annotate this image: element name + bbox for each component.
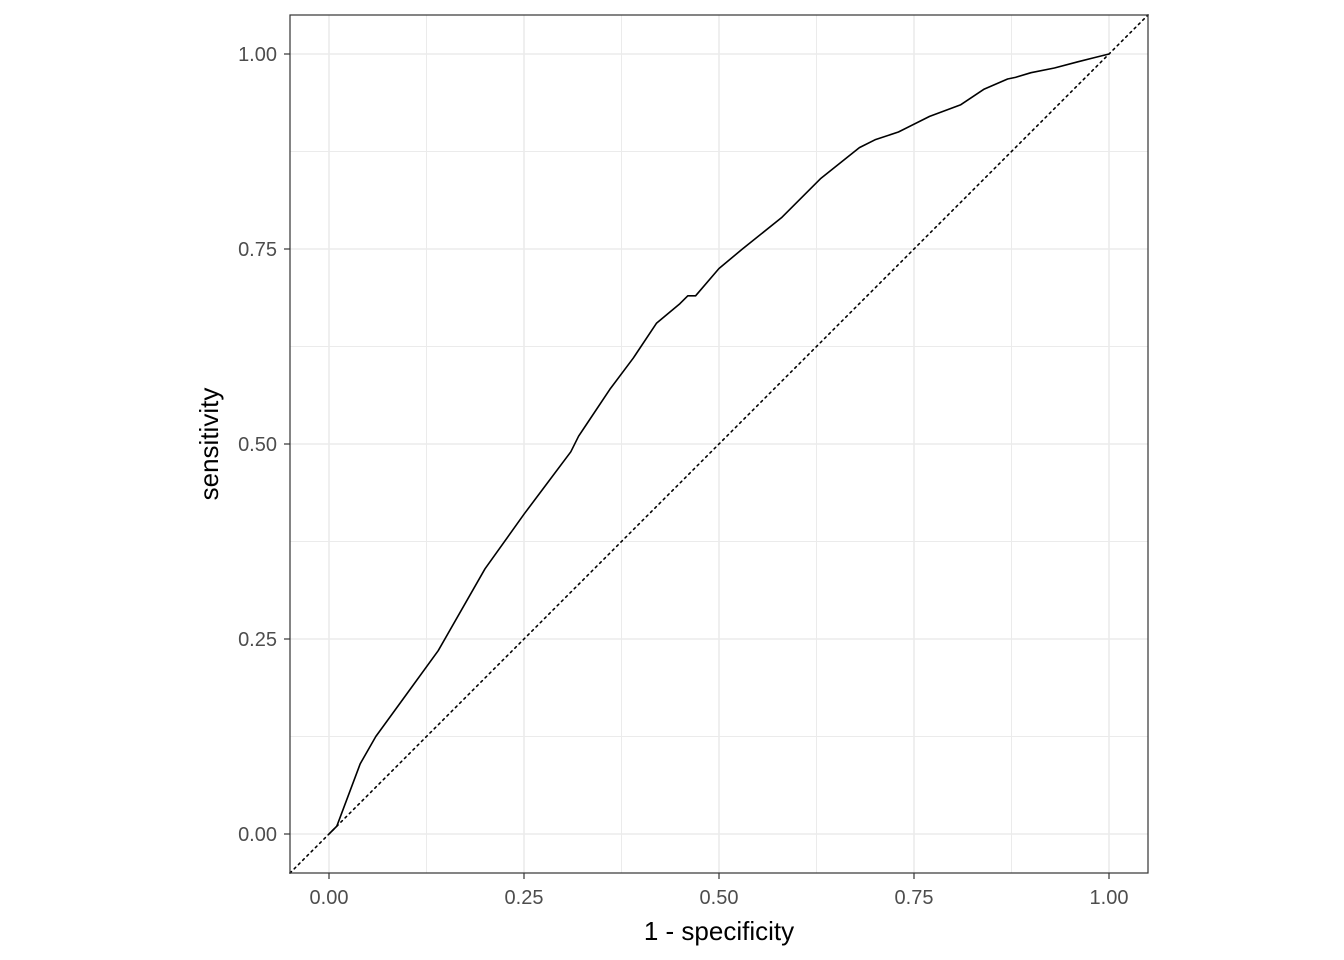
roc-curve-layer	[328, 53, 1110, 835]
y-tick-label: 0.50	[238, 434, 277, 456]
roc-curve-line	[328, 53, 1110, 835]
y-tick-label: 0.25	[238, 629, 277, 651]
x-tick-label: 0.25	[505, 887, 544, 909]
y-tick-label: 0.00	[238, 824, 277, 846]
major-gridlines	[290, 15, 1148, 873]
x-tick-label: 0.00	[310, 887, 349, 909]
x-tick-label: 0.75	[895, 887, 934, 909]
reference-diagonal-line	[289, 14, 1149, 874]
y-tick-label: 1.00	[238, 44, 277, 66]
y-axis-title: sensitivity	[194, 388, 224, 501]
x-tick-label: 0.50	[700, 887, 739, 909]
x-axis-title: 1 - specificity	[644, 916, 794, 946]
x-tick-label: 1.00	[1090, 887, 1129, 909]
y-tick-label: 0.75	[238, 239, 277, 261]
x-axis-ticks: 0.00 0.25 0.50 0.75 1.00	[310, 873, 1129, 909]
y-axis-ticks: 0.00 0.25 0.50 0.75 1.00	[238, 44, 290, 846]
reference-diagonal-layer	[289, 14, 1149, 874]
